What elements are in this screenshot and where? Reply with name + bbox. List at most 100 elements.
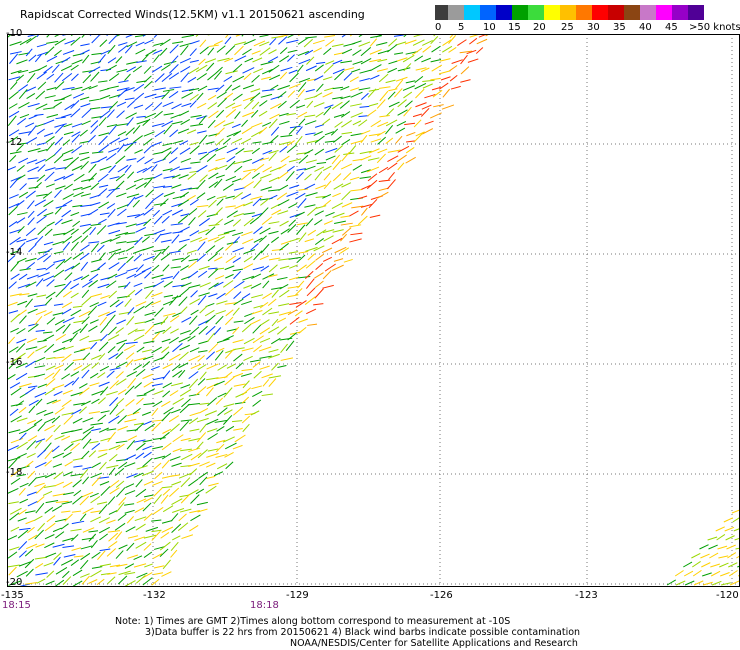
wind-barb [64, 103, 75, 111]
wind-barb [88, 579, 98, 584]
wind-barb [154, 94, 166, 99]
wind-barb [82, 226, 92, 235]
wind-barb [98, 184, 109, 188]
wind-barb [73, 489, 82, 497]
wind-barb [88, 273, 99, 282]
wind-barb [369, 214, 381, 218]
wind-barb [268, 194, 278, 200]
wind-barb [16, 164, 25, 172]
wind-barb [325, 147, 338, 154]
wind-map-plot [6, 24, 740, 588]
wind-barb [109, 397, 119, 407]
wind-barb [268, 353, 280, 359]
wind-barb [359, 78, 370, 82]
wind-barb [7, 564, 20, 568]
wind-barb [7, 488, 19, 494]
wind-barb [25, 257, 37, 262]
wind-barb [379, 115, 390, 118]
wind-barb [189, 93, 199, 101]
wind-barb [100, 486, 111, 496]
wind-barb [231, 178, 242, 183]
wind-barb [415, 88, 425, 99]
wind-barb [36, 253, 48, 261]
wind-barb [276, 192, 288, 201]
wind-barb [19, 498, 29, 504]
wind-barb [242, 158, 253, 163]
wind-barb [271, 362, 279, 371]
wind-barb [169, 44, 179, 54]
wind-barb [340, 95, 351, 100]
wind-barb [99, 109, 111, 119]
wind-barb [217, 392, 227, 398]
wind-barb [135, 48, 146, 55]
wind-barb [343, 152, 355, 155]
wind-barb [304, 173, 312, 181]
wind-barb [127, 554, 139, 559]
wind-barb [61, 301, 73, 309]
wind-barb [161, 459, 170, 469]
wind-barb [404, 100, 413, 108]
wind-barb [54, 98, 65, 102]
wind-barb [253, 163, 265, 173]
wind-barb [44, 46, 55, 56]
wind-barb [125, 246, 135, 252]
wind-barb [71, 165, 83, 171]
wind-barb [143, 218, 152, 227]
wind-barb [62, 481, 73, 488]
wind-barb [55, 500, 69, 504]
wind-barb [46, 279, 55, 287]
wind-barb [106, 310, 116, 317]
wind-barb [126, 240, 139, 244]
wind-barb [296, 264, 307, 273]
wind-barb [154, 471, 163, 480]
wind-barb [314, 135, 325, 144]
wind-barb [359, 176, 372, 179]
wind-barb [152, 251, 162, 261]
wind-barb [226, 328, 238, 332]
wind-barb [197, 85, 208, 92]
wind-barb [44, 424, 56, 432]
wind-barb [196, 441, 204, 450]
wind-barb [387, 155, 399, 162]
wind-barb [377, 49, 390, 55]
wind-barb [267, 274, 278, 278]
wind-barb [251, 172, 260, 179]
wind-barb [396, 120, 407, 127]
wind-barb [62, 316, 75, 324]
wind-barb [10, 477, 21, 485]
wind-barb [35, 502, 45, 514]
wind-barb [26, 424, 37, 432]
wind-barb [117, 262, 126, 272]
wind-barb [35, 103, 48, 110]
wind-barb [252, 141, 262, 144]
wind-barb [206, 195, 216, 201]
wind-barb [18, 429, 29, 435]
wind-barb [151, 346, 162, 354]
wind-barb [197, 508, 208, 513]
wind-barb [25, 136, 38, 145]
wind-barb [136, 156, 145, 163]
wind-barb [55, 116, 66, 120]
wind-barb [404, 122, 416, 126]
wind-barb [28, 186, 39, 189]
wind-barb [108, 541, 118, 549]
wind-barb [62, 338, 73, 344]
wind-barb [351, 40, 362, 45]
wind-barb [171, 184, 182, 189]
wind-barb [314, 288, 324, 299]
wind-barb [168, 91, 179, 99]
wind-barb [252, 57, 263, 63]
wind-barb [96, 244, 105, 253]
wind-barb [124, 418, 137, 423]
wind-barb [388, 60, 398, 65]
wind-barb [288, 126, 297, 135]
wind-barb [360, 169, 371, 174]
wind-barb [71, 134, 80, 143]
wind-barb [343, 72, 353, 81]
wind-barb [217, 57, 230, 62]
wind-barb [99, 533, 108, 541]
wind-barb [16, 441, 28, 450]
wind-barb [340, 60, 352, 64]
wind-barb [126, 440, 135, 450]
wind-barb [152, 209, 160, 217]
